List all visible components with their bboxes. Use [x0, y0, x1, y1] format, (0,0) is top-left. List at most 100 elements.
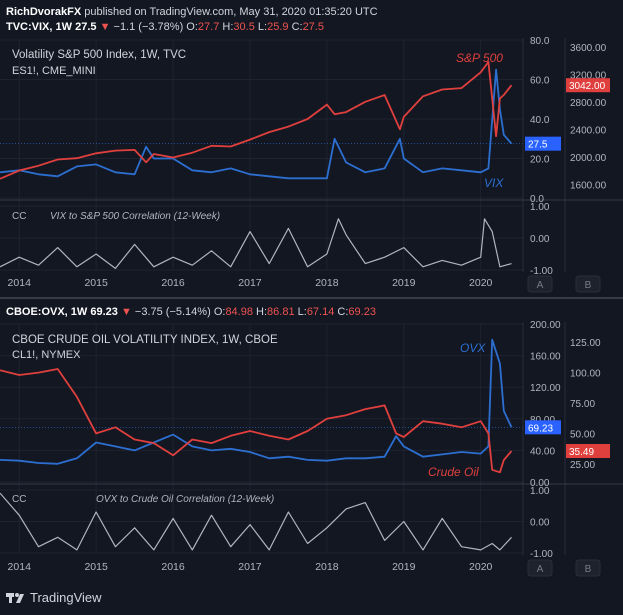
panel2-right-tick-label: 50.00: [570, 429, 595, 440]
panel1-right-tick-label: 3200.00: [570, 70, 607, 81]
panel2-x-tick-2017: 2017: [238, 561, 262, 573]
panel1-series-s-p-500-line: [0, 61, 513, 180]
panel1-tag-secondary-bg: [566, 78, 610, 93]
panel1-title: Volatility S&P 500 Index, 1W, TVC: [12, 49, 186, 61]
panel1-low-label: L:: [257, 21, 268, 33]
panel2-cc-tick-label: 0.00: [530, 518, 550, 529]
brand-name: TradingView: [30, 590, 102, 605]
panel2-left-tick-label: 120.00: [530, 383, 561, 394]
panel1-symbol-line: TVC:VIX, 1W 27.5 ▼ −1.1 (−3.78%) O:27.7 …: [6, 21, 324, 33]
panel1-left-tick-label: 20.0: [530, 155, 550, 166]
panel1-cc-label: CC: [12, 211, 26, 222]
panel1-cc-title: VIX to S&P 500 Correlation (12-Week): [50, 211, 220, 222]
panel2-cc-tick-label: -1.00: [530, 549, 553, 560]
panel2-right-tick-label: 100.00: [570, 369, 601, 380]
panel2-cc-series-line: [0, 492, 512, 551]
panel2-title: CBOE CRUDE OIL VOLATILITY INDEX, 1W, CBO…: [12, 334, 278, 346]
panel1-high: 30.5: [233, 21, 255, 33]
publish-info: published on TradingView.com, May 31, 20…: [84, 6, 378, 18]
tradingview-logo-icon: [6, 591, 24, 605]
panel2-right-tick-label: 125.00: [570, 338, 601, 349]
panel2-tag-secondary-bg: [566, 444, 610, 459]
panel1-low: 25.9: [267, 21, 289, 33]
panel1-open-label: O:: [186, 21, 198, 33]
panel1-scale-b-button[interactable]: [575, 275, 601, 293]
panel1-x-tick-2020: 2020: [469, 277, 493, 289]
panel2-cc-label: CC: [12, 494, 26, 505]
panel1-right-tick-label: 2800.00: [570, 98, 607, 109]
panel1-series-vix-line: [0, 68, 513, 180]
panel1-tag-primary-bg: [525, 136, 561, 151]
tradingview-brand[interactable]: TradingView: [6, 590, 102, 605]
panel2-tag-primary-bg: [525, 420, 561, 435]
panel1-x-tick-2018: 2018: [315, 277, 339, 289]
panel2-series-crude-oil-line: [0, 368, 513, 474]
panel2-left-tick-label: 160.00: [530, 352, 561, 363]
panel1-right-tick-label: 2000.00: [570, 153, 607, 164]
panel1-close-label: C:: [291, 21, 303, 33]
panel1-cc-tick-label: 0.00: [530, 234, 550, 245]
publish-line: RichDvorakFX published on TradingView.co…: [6, 6, 378, 18]
panel2-high-label: H:: [256, 306, 268, 318]
panel2-high: 86.81: [267, 306, 295, 318]
author-name[interactable]: RichDvorakFX: [6, 6, 82, 18]
panel2-open: 84.98: [225, 306, 253, 318]
panel2-left-tick-label: 200.00: [530, 320, 561, 331]
panel2-change: −3.75 (−5.14%): [134, 306, 211, 318]
panel1-x-tick-2016: 2016: [161, 277, 185, 289]
panel2-down-arrow-icon: ▼: [120, 306, 132, 318]
panel1-vix-label: VIX: [484, 176, 504, 190]
panel2-x-tick-2018: 2018: [315, 561, 339, 573]
panel1-symbol[interactable]: TVC:VIX, 1W: [6, 21, 73, 33]
panel2-subtitle: CL1!, NYMEX: [12, 349, 81, 361]
panel1-x-tick-2019: 2019: [392, 277, 416, 289]
panel1-x-tick-2017: 2017: [238, 277, 262, 289]
panel1-cc-tick-label: -1.00: [530, 266, 553, 277]
panel2-ovx-label: OVX: [460, 341, 486, 355]
panel2-symbol-line: CBOE:OVX, 1W 69.23 ▼ −3.75 (−5.14%) O:84…: [6, 306, 376, 318]
panel2-cc-tick-label: 1.00: [530, 486, 550, 497]
panel2-x-tick-2014: 2014: [8, 561, 32, 573]
panel2-low: 67.14: [306, 306, 335, 318]
panel2-x-tick-2019: 2019: [392, 561, 416, 573]
panel1-sp500-label: S&P 500: [456, 51, 503, 65]
panel1-scale-a-button[interactable]: [527, 275, 553, 293]
panel1-right-tick-label: 3600.00: [570, 43, 607, 54]
panel1-left-tick-label: 40.0: [530, 115, 550, 126]
panel2-scale-a-button[interactable]: [527, 559, 553, 577]
panel1-open: 27.7: [197, 21, 220, 33]
panel1-change: −1.1 (−3.78%): [113, 21, 184, 33]
panel2-symbol[interactable]: CBOE:OVX, 1W: [6, 306, 88, 318]
panel2-scale-b-label: B: [585, 564, 592, 575]
panel1-right-tick-label: 1600.00: [570, 180, 607, 191]
panel2-x-tick-2020: 2020: [469, 561, 493, 573]
panel2-right-tick-label: 75.00: [570, 399, 595, 410]
panel1-subtitle: ES1!, CME_MINI: [12, 65, 96, 77]
panel2-scale-buttons: A B: [527, 559, 601, 577]
panel1-high-label: H:: [222, 21, 234, 33]
panel1-scale-buttons: A B: [527, 275, 601, 293]
panel2-low-label: L:: [297, 306, 307, 318]
panel1-scale-a-label: A: [537, 280, 544, 291]
panel2-scale-b-button[interactable]: [575, 559, 601, 577]
panel2-x-tick-2015: 2015: [84, 561, 108, 573]
panel1-left-tick-label: 60.0: [530, 76, 550, 87]
panel2-tag-primary-label: 69.23: [528, 423, 553, 434]
panel1-down-arrow-icon: ▼: [99, 21, 111, 33]
panel1-tag-secondary-label: 3042.00: [569, 81, 606, 92]
panel1-last: 27.5: [75, 21, 97, 33]
panel1-cc-tick-label: 1.00: [530, 202, 550, 213]
panel2-cc-title: OVX to Crude Oil Correlation (12-Week): [96, 494, 274, 505]
panel1-left-tick-label: 80.0: [530, 36, 550, 47]
panel2-left-tick-label: 40.00: [530, 446, 555, 457]
panel2-close-label: C:: [337, 306, 349, 318]
panel2-tag-secondary-label: 35.49: [569, 447, 594, 458]
panel2-left-tick-label: 80.00: [530, 415, 555, 426]
panel2-crude-label: Crude Oil: [428, 465, 479, 479]
panel2-scale-a-label: A: [537, 564, 544, 575]
panel1-scale-b-label: B: [585, 280, 592, 291]
panel2-close: 69.23: [348, 306, 376, 318]
panel1-x-tick-2015: 2015: [84, 277, 108, 289]
panel1-tag-primary-label: 27.5: [528, 140, 548, 151]
